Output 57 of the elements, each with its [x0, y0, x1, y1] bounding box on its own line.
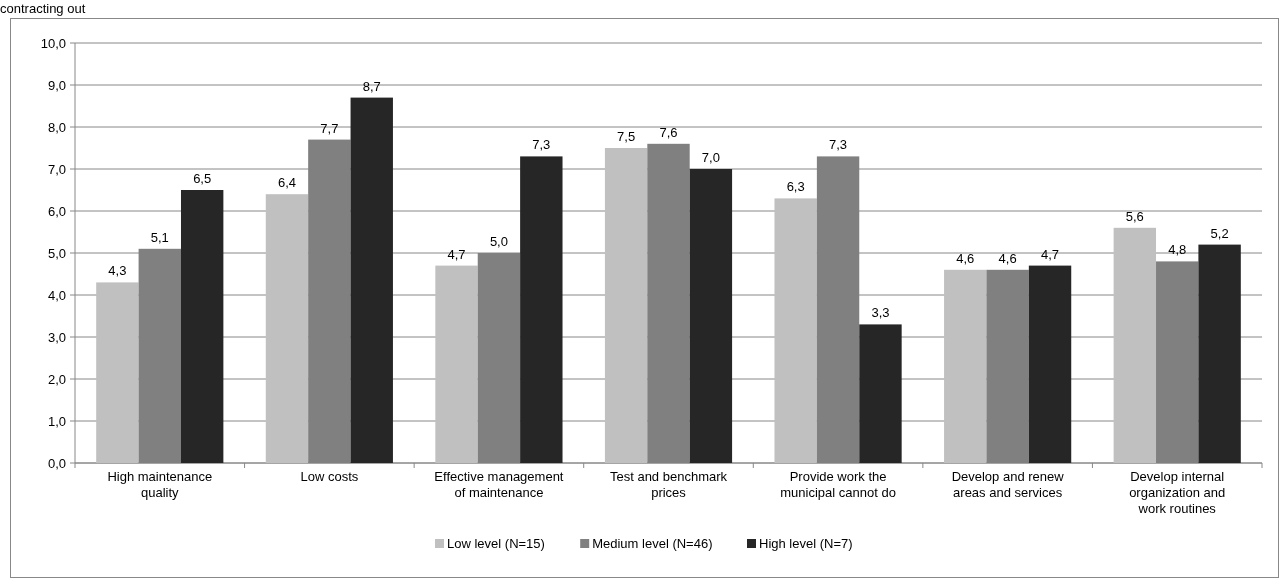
legend-label: Low level (N=15): [447, 536, 545, 551]
data-label: 7,3: [829, 137, 848, 153]
data-label: 6,3: [786, 179, 805, 195]
x-tick-label: Develop and renew areas and services: [951, 469, 1065, 500]
y-tick-label: 9,0: [47, 77, 66, 93]
x-tick-label: Effective management of maintenance: [434, 469, 564, 500]
y-tick-label: 8,0: [47, 119, 66, 135]
data-label: 7,5: [617, 129, 636, 144]
data-label: 7,3: [532, 137, 551, 153]
data-label: 6,5: [193, 171, 212, 186]
bar: [350, 97, 393, 463]
data-label: 3,3: [871, 305, 890, 321]
bar: [1198, 244, 1241, 463]
y-tick-label: 0,0: [47, 455, 66, 471]
x-tick-label: Develop internal organization and work routines: [1129, 469, 1226, 516]
y-tick-label: 7,0: [47, 161, 66, 177]
y-tick-label: 3,0: [47, 329, 66, 345]
data-label: 5,6: [1125, 208, 1144, 224]
data-label: 7,7: [320, 120, 339, 136]
data-label: 8,7: [362, 78, 381, 94]
data-label: 4,7: [447, 246, 466, 262]
data-label: 7,6: [659, 124, 678, 140]
bar: [604, 148, 648, 463]
bar: [265, 194, 309, 463]
y-tick-label: 1,0: [47, 413, 66, 429]
bar: [1028, 265, 1072, 463]
data-label: 4,6: [998, 250, 1017, 266]
data-label: 4,7: [1041, 246, 1060, 262]
y-tick-label: 6,0: [47, 203, 66, 219]
data-label: 5,1: [150, 229, 169, 245]
bar: [96, 282, 139, 463]
y-tick-label: 4,0: [47, 287, 66, 303]
chart-title: contracting out: [0, 1, 86, 16]
bar: [435, 265, 478, 463]
bar: [180, 190, 224, 463]
bar: [520, 156, 563, 463]
x-tick-label: Low costs: [300, 469, 359, 484]
data-label: 4,8: [1168, 242, 1187, 258]
x-tick-label: High maintenance quality: [107, 469, 213, 500]
bar: [859, 324, 902, 463]
bar: [1113, 227, 1157, 463]
data-label: 7,0: [701, 150, 720, 165]
data-label: 5,2: [1210, 225, 1229, 241]
bar: [774, 198, 817, 463]
data-label: 5,0: [489, 234, 508, 249]
x-tick-label: Provide work the municipal cannot do: [780, 469, 896, 500]
data-label: 4,6: [956, 250, 975, 266]
y-tick-label: 2,0: [47, 371, 66, 387]
y-tick-label: 10,0: [40, 35, 66, 51]
legend-label: Medium level (N=46): [592, 536, 713, 551]
legend-label: High level (N=7): [759, 536, 853, 551]
data-label: 6,4: [277, 175, 296, 191]
bar: [944, 269, 987, 463]
y-tick-label: 5,0: [47, 245, 66, 261]
x-tick-label: Test and benchmark prices: [609, 469, 728, 500]
bar: [689, 169, 733, 463]
data-label: 4,3: [108, 263, 127, 279]
